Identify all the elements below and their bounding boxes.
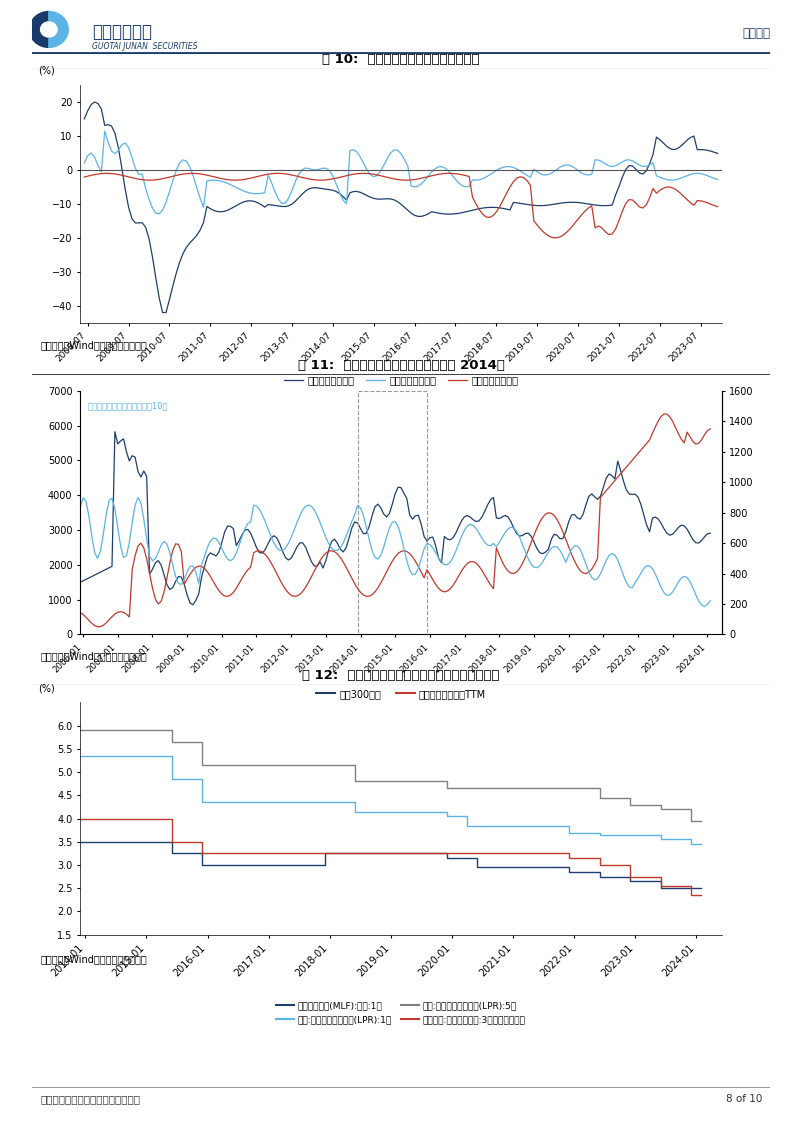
企业净储蓄：同比 xyxy=(502,160,512,173)
Wedge shape xyxy=(30,11,49,48)
居民净储蓄：同比 xyxy=(222,204,232,218)
政府净储蓄：同比 xyxy=(549,231,559,245)
企业净储蓄：同比 xyxy=(713,172,723,186)
Line: 居民净储蓄：同比: 居民净储蓄：同比 xyxy=(84,102,718,313)
居民净储蓄：同比 xyxy=(393,195,403,208)
企业净储蓄：同比 xyxy=(393,144,403,157)
Text: (%): (%) xyxy=(38,683,55,693)
政府净储蓄：同比 xyxy=(358,167,368,180)
Text: 图 10:  居民净储蓄总体在释放的通道中: 图 10: 居民净储蓄总体在释放的通道中 xyxy=(322,53,480,66)
政府净储蓄：同比 xyxy=(103,167,113,180)
居民净储蓄：同比 xyxy=(90,95,99,109)
企业净储蓄：同比 xyxy=(155,207,164,221)
Text: 图 12:  居民的储蓄释放，与存款利率不断下调有关: 图 12: 居民的储蓄释放，与存款利率不断下调有关 xyxy=(302,670,500,682)
居民净储蓄：同比 xyxy=(161,306,171,320)
居民净储蓄：同比 xyxy=(107,119,116,133)
居民净储蓄：同比 xyxy=(604,198,614,212)
政府净储蓄：同比 xyxy=(597,221,607,235)
企业净储蓄：同比 xyxy=(222,177,232,190)
Text: 数据来源：Wind、国泰君安证券研究: 数据来源：Wind、国泰君安证券研究 xyxy=(40,340,147,350)
Text: 中国：中债国债到期收益率：10年: 中国：中债国债到期收益率：10年 xyxy=(87,401,168,410)
居民净储蓄：同比 xyxy=(713,146,723,160)
Text: GUOTAI JUNAN  SECURITIES: GUOTAI JUNAN SECURITIES xyxy=(92,42,198,51)
Text: 数据来源：Wind、国泰君安证券研究: 数据来源：Wind、国泰君安证券研究 xyxy=(40,651,147,662)
Legend: 中期借贷便利(MLF):利率:1年, 中国:贷款市场报价利率(LPR):1年, 中国:贷款市场报价利率(LPR):5年, 中国银行:定期存款利率:3年（整存整取: 中期借贷便利(MLF):利率:1年, 中国:贷款市场报价利率(LPR):1年, … xyxy=(273,998,529,1028)
Text: 事件点评: 事件点评 xyxy=(742,27,770,41)
企业净储蓄：同比 xyxy=(100,125,110,138)
居民净储蓄：同比 xyxy=(79,112,89,126)
政府净储蓄：同比 xyxy=(713,199,723,213)
政府净储蓄：同比 xyxy=(390,172,399,186)
政府净储蓄：同比 xyxy=(216,171,225,185)
Text: 8 of 10: 8 of 10 xyxy=(726,1094,762,1105)
Text: 图 11:  居民储蓄释放与股债双牛（类似 2014）: 图 11: 居民储蓄释放与股债双牛（类似 2014） xyxy=(298,359,504,372)
政府净储蓄：同比 xyxy=(498,194,508,207)
企业净储蓄：同比 xyxy=(79,156,89,170)
Text: 国泰君安证券: 国泰君安证券 xyxy=(92,23,152,41)
Legend: 居民净储蓄：同比, 企业净储蓄：同比, 政府净储蓄：同比: 居民净储蓄：同比, 企业净储蓄：同比, 政府净储蓄：同比 xyxy=(280,372,522,390)
政府净储蓄：同比 xyxy=(604,228,614,241)
Text: 请务必阅读正文之后的免责条款部分: 请务必阅读正文之后的免责条款部分 xyxy=(40,1094,140,1105)
Line: 政府净储蓄：同比: 政府净储蓄：同比 xyxy=(84,173,718,238)
政府净储蓄：同比 xyxy=(79,170,89,184)
Text: 数据来源：Wind、国泰君安证券研究: 数据来源：Wind、国泰君安证券研究 xyxy=(40,954,147,964)
Bar xyxy=(358,391,427,634)
Line: 企业净储蓄：同比: 企业净储蓄：同比 xyxy=(84,131,718,214)
居民净储蓄：同比 xyxy=(597,198,607,212)
企业净储蓄：同比 xyxy=(604,159,614,172)
Legend: 沪深300指数, 居民：新增存款：TTM: 沪深300指数, 居民：新增存款：TTM xyxy=(312,685,490,702)
企业净储蓄：同比 xyxy=(597,155,607,169)
Wedge shape xyxy=(49,11,68,48)
企业净储蓄：同比 xyxy=(107,144,116,157)
居民净储蓄：同比 xyxy=(502,203,512,216)
Text: (%): (%) xyxy=(38,66,55,76)
